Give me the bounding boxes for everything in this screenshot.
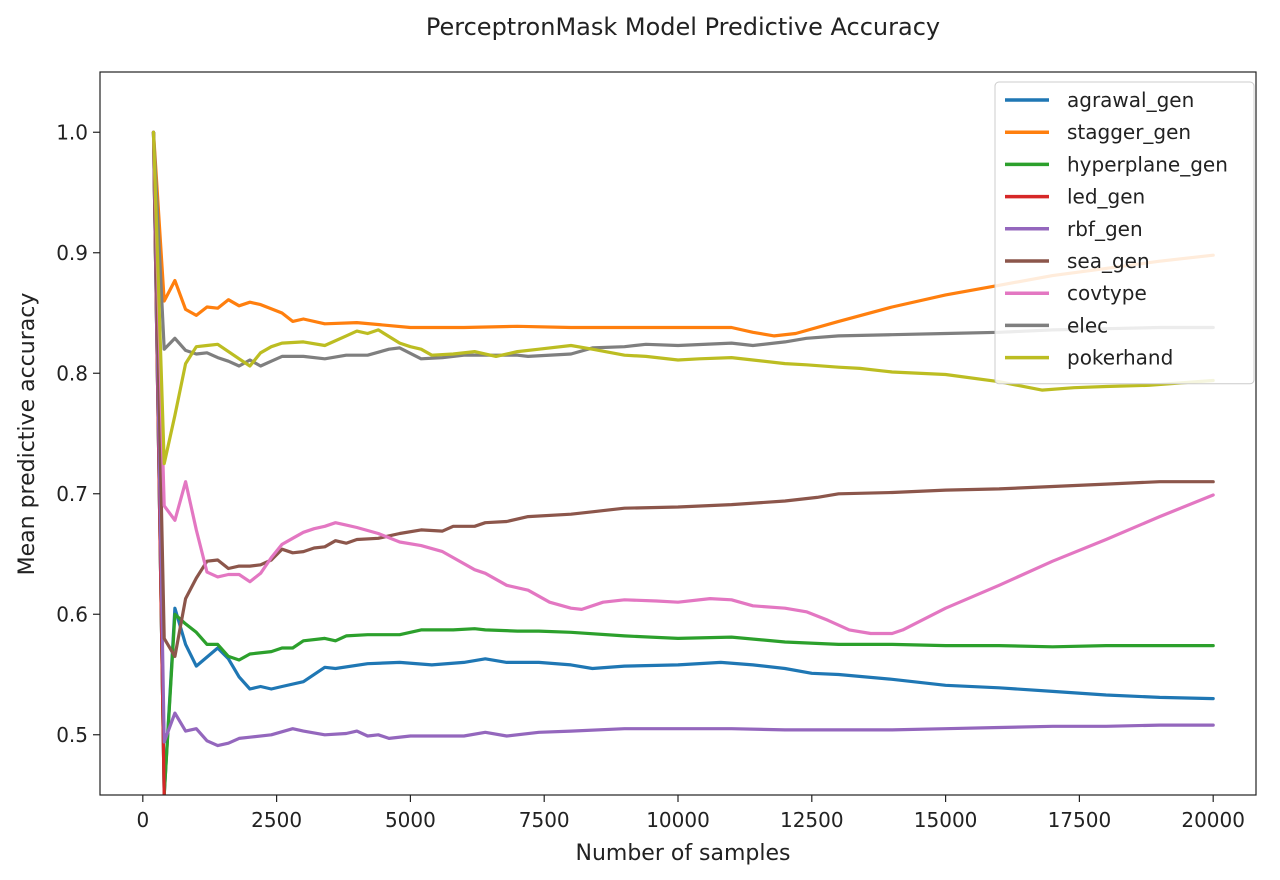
x-tick-label: 12500	[780, 808, 844, 832]
y-tick-label: 0.7	[56, 482, 88, 506]
y-tick-label: 0.6	[56, 602, 88, 626]
x-tick-label: 2500	[251, 808, 302, 832]
y-axis: 0.5 0.6 0.7 0.8 0.9 1.0	[56, 120, 100, 747]
y-tick-label: 0.5	[56, 723, 88, 747]
series-line-sea_gen	[151, 130, 1215, 659]
x-axis-label: Number of samples	[575, 841, 790, 866]
legend-label: agrawal_gen	[1067, 88, 1194, 112]
series-line-rbf_gen	[151, 130, 1215, 748]
y-tick-label: 1.0	[56, 120, 88, 144]
legend-label: sea_gen	[1067, 249, 1150, 273]
series-line-stagger_gen	[151, 130, 1215, 338]
legend-label: hyperplane_gen	[1067, 152, 1228, 176]
series-line-hyperplane_gen	[151, 130, 1215, 795]
legend-label: covtype	[1067, 281, 1147, 305]
legend-box	[994, 81, 1255, 385]
x-tick-label: 0	[136, 808, 149, 832]
legend-label: elec	[1067, 313, 1108, 337]
series-line-covtype	[151, 130, 1215, 636]
series-lines	[151, 130, 1215, 795]
x-tick-label: 5000	[385, 808, 436, 832]
series-line-pokerhand	[151, 130, 1215, 466]
legend-label: led_gen	[1067, 185, 1145, 209]
legend-label: pokerhand	[1067, 346, 1173, 370]
x-tick-label: 20000	[1181, 808, 1245, 832]
legend-label: rbf_gen	[1067, 217, 1143, 241]
chart-title: PerceptronMask Model Predictive Accuracy	[426, 13, 940, 41]
series-line-agrawal_gen	[151, 130, 1215, 795]
x-axis: 0 2500 5000 7500 10000 12500 15000 17500 20000	[136, 795, 1245, 832]
x-tick-label: 15000	[914, 808, 978, 832]
y-tick-label: 0.9	[56, 241, 88, 265]
y-axis-label: Mean predictive accuracy	[15, 293, 40, 576]
x-tick-label: 7500	[519, 808, 570, 832]
series-line-elec	[151, 130, 1215, 368]
x-tick-label: 10000	[646, 808, 710, 832]
y-tick-label: 0.8	[56, 361, 88, 385]
legend-label: stagger_gen	[1067, 120, 1191, 144]
x-tick-label: 17500	[1048, 808, 1112, 832]
legend: agrawal_gen stagger_gen hyperplane_gen led_…	[994, 81, 1255, 385]
